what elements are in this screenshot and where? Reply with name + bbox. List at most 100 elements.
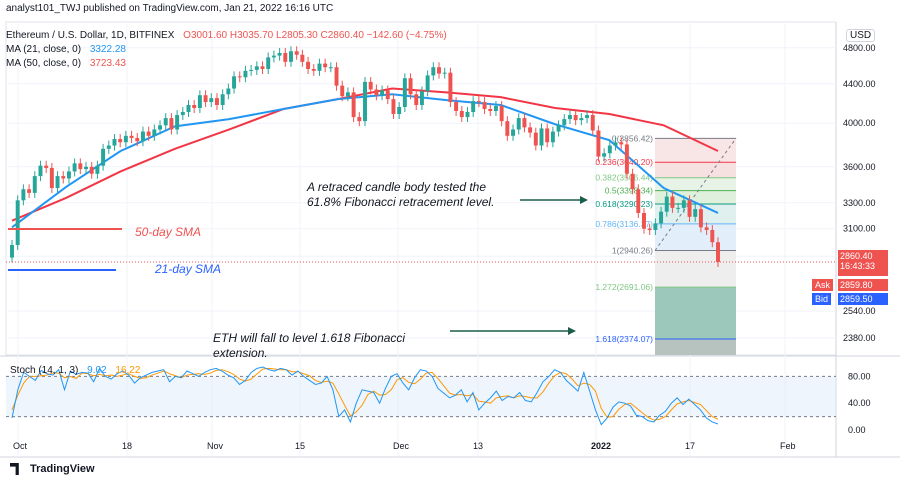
price-tick-label: 3600.00: [843, 162, 876, 172]
ma50-legend[interactable]: MA (50, close, 0) 3723.43: [6, 58, 132, 69]
fib-trendline: [654, 138, 737, 251]
candle-body: [448, 72, 453, 103]
stochastic-pane: 80.00 40.00 0.00: [6, 366, 871, 435]
time-tick-label: 2022: [591, 441, 611, 451]
candle-body: [72, 163, 77, 172]
price-tick-label: 4400.00: [843, 79, 876, 89]
candle-body: [78, 163, 83, 170]
fib-level-label: 1.272(2691.06): [595, 282, 653, 292]
stoch-k-line: [11, 366, 719, 426]
candle-body: [340, 85, 345, 97]
fib-zone: [655, 138, 736, 163]
tradingview-logo-icon: [10, 463, 19, 475]
last-price-tag: 2860.40 16:43:33: [838, 250, 888, 276]
candle-body: [630, 173, 635, 190]
candle-body: [289, 51, 293, 62]
candle-body: [271, 55, 276, 58]
sma50-label: 50-day SMA: [135, 225, 201, 239]
candle-body: [220, 94, 225, 106]
fib-level-label: 0.236(3640.20): [595, 157, 653, 167]
candle-body: [397, 106, 402, 115]
candle-body: [152, 129, 157, 136]
candle-body: [106, 145, 111, 149]
candle-body: [698, 209, 703, 228]
candle-body: [380, 90, 385, 96]
candle-body: [277, 53, 282, 56]
published-text: analyst101_TWJ published on TradingView.…: [6, 3, 334, 14]
price-tick-label: 4800.00: [843, 43, 876, 53]
ma21-legend[interactable]: MA (21, close, 0) 3322.28: [6, 44, 132, 55]
time-tick-label: Nov: [207, 441, 224, 451]
candle-body: [249, 69, 254, 71]
candle-body: [260, 66, 265, 70]
candle-body: [192, 105, 197, 108]
candle-body: [716, 242, 720, 262]
footer-text: TradingView: [30, 463, 95, 475]
fibonacci-retracement: 0(3856.42) 0.236(3640.20) 0.382(3506.44) 0.…: [595, 133, 737, 355]
symbol-title: Ethereum / U.S. Dollar, 1D, BITFINEX: [6, 30, 175, 41]
currency-badge[interactable]: USD: [846, 29, 876, 42]
candle-body: [363, 81, 367, 122]
candle-body: [391, 99, 396, 115]
candle-body: [528, 127, 533, 133]
candle-body: [488, 108, 493, 111]
fib-level-label: 0(3856.42): [612, 133, 653, 143]
candle-body: [357, 117, 362, 122]
candle-body: [44, 165, 49, 168]
candle-body: [49, 167, 54, 189]
candle-body: [596, 130, 601, 157]
candle-body: [431, 67, 436, 76]
candle-body: [459, 110, 464, 118]
stoch-tick-label: 40.00: [848, 398, 871, 408]
candle-body: [579, 118, 584, 121]
candle-body: [522, 118, 527, 128]
price-tick-label: 2380.00: [843, 333, 876, 343]
tradingview-footer[interactable]: TradingView: [10, 463, 95, 475]
candle-body: [676, 207, 681, 209]
candle-body: [254, 66, 259, 70]
candle-body: [203, 95, 208, 103]
time-tick-label: Feb: [780, 441, 796, 451]
candle-body: [704, 227, 709, 231]
price-tick-label: 3300.00: [843, 198, 876, 208]
stoch-tick-label: 80.00: [848, 371, 871, 381]
candle-body: [670, 196, 675, 208]
retrace-arrowhead: [580, 196, 588, 204]
candle-body: [511, 129, 516, 136]
candle-body: [345, 92, 350, 97]
candle-body: [465, 111, 470, 118]
ma50-label: MA (50, close, 0): [6, 58, 82, 69]
candle-body: [425, 75, 430, 92]
candle-body: [636, 189, 641, 213]
candle-body: [300, 54, 305, 62]
candle-body: [266, 57, 271, 70]
candle-body: [545, 128, 550, 143]
stoch-k: 9.02: [87, 365, 107, 376]
candle-body: [15, 200, 20, 245]
candle-body: [27, 189, 32, 193]
time-tick-label: Dec: [393, 441, 410, 451]
candle-body: [374, 89, 379, 96]
candle-body: [408, 78, 413, 95]
candle-body: [642, 212, 646, 229]
countdown: 16:43:33: [840, 261, 876, 271]
candle-body: [664, 196, 669, 212]
candle-body: [516, 118, 521, 130]
stoch-label: Stoch (14, 1, 3): [10, 365, 79, 376]
price-tick-label: 4000.00: [843, 118, 876, 128]
candle-body: [294, 51, 299, 55]
candle-body: [10, 244, 14, 258]
candle-body: [146, 131, 151, 136]
candle-body: [283, 53, 288, 62]
time-tick-label: Oct: [13, 441, 28, 451]
candle-body: [129, 135, 134, 138]
fib-zone: [655, 177, 736, 191]
time-tick-label: 18: [122, 441, 132, 451]
stoch-d: 16.22: [115, 365, 141, 376]
candle-body: [710, 230, 715, 243]
candle-body: [209, 98, 214, 103]
stoch-legend[interactable]: Stoch (14, 1, 3) 9.02 16.22: [10, 365, 146, 376]
candle-body: [243, 70, 248, 78]
candle-body: [368, 81, 373, 90]
candle-body: [328, 67, 333, 69]
